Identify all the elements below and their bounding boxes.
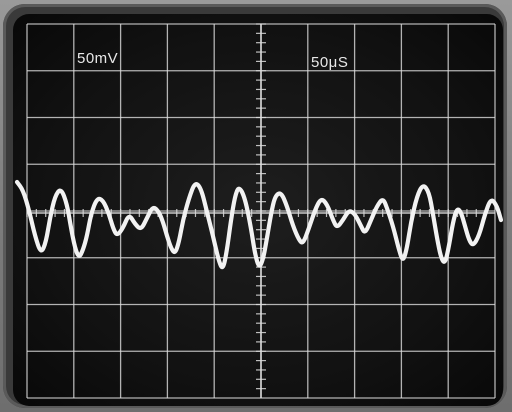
volts-per-division-label: 50mV [77,50,119,67]
waveform-trace [14,179,503,270]
crt-screen: 50mV 50μS [13,14,503,406]
time-per-division-label: 50μS [311,54,349,71]
scope-display [14,23,503,399]
screen-bezel: 50mV 50μS [3,4,507,408]
